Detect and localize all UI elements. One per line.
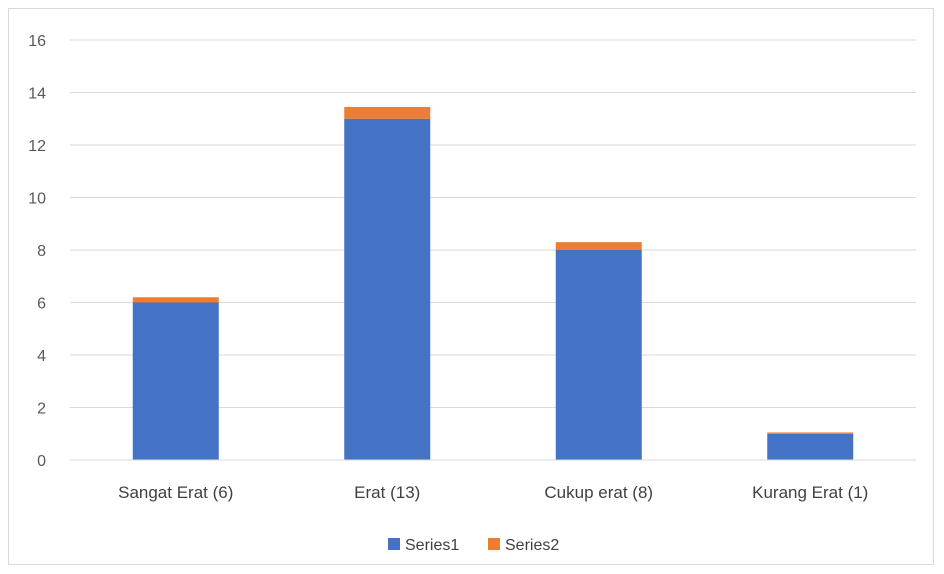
x-category-label: Kurang Erat (1) xyxy=(752,483,868,502)
bar-series1-3 xyxy=(555,250,642,460)
x-category-label: Erat (13) xyxy=(354,483,420,502)
legend-swatch-series2 xyxy=(488,538,500,550)
y-tick-label: 8 xyxy=(37,243,46,260)
legend-label-series2: Series2 xyxy=(505,537,559,554)
bar-series1-2 xyxy=(344,118,431,460)
y-tick-label: 4 xyxy=(37,348,46,365)
bar-series2-1 xyxy=(132,297,219,303)
y-tick-label: 12 xyxy=(28,138,46,155)
y-tick-label: 14 xyxy=(28,86,46,103)
bar-series2-4 xyxy=(767,432,854,434)
y-tick-label: 6 xyxy=(37,296,46,313)
legend: Series1 Series2 xyxy=(388,537,559,554)
bar-series2-3 xyxy=(555,242,642,250)
chart-frame xyxy=(8,8,934,565)
bar-series2-2 xyxy=(344,106,431,119)
y-axis-tick-labels: 0 2 4 6 8 10 12 14 16 xyxy=(28,33,46,470)
legend-label-series1: Series1 xyxy=(405,537,459,554)
x-axis-category-labels: Sangat Erat (6) Erat (13) Cukup erat (8) Ku… xyxy=(118,483,868,502)
y-tick-label: 0 xyxy=(37,453,46,470)
x-category-label: Cukup erat (8) xyxy=(544,483,653,502)
bars xyxy=(132,106,854,460)
y-tick-label: 2 xyxy=(37,401,46,418)
x-category-label: Sangat Erat (6) xyxy=(118,483,233,502)
legend-swatch-series1 xyxy=(388,538,400,550)
bar-series1-4 xyxy=(767,433,854,460)
y-tick-label: 10 xyxy=(28,191,46,208)
y-tick-label: 16 xyxy=(28,33,46,50)
bar-series1-1 xyxy=(132,302,219,460)
